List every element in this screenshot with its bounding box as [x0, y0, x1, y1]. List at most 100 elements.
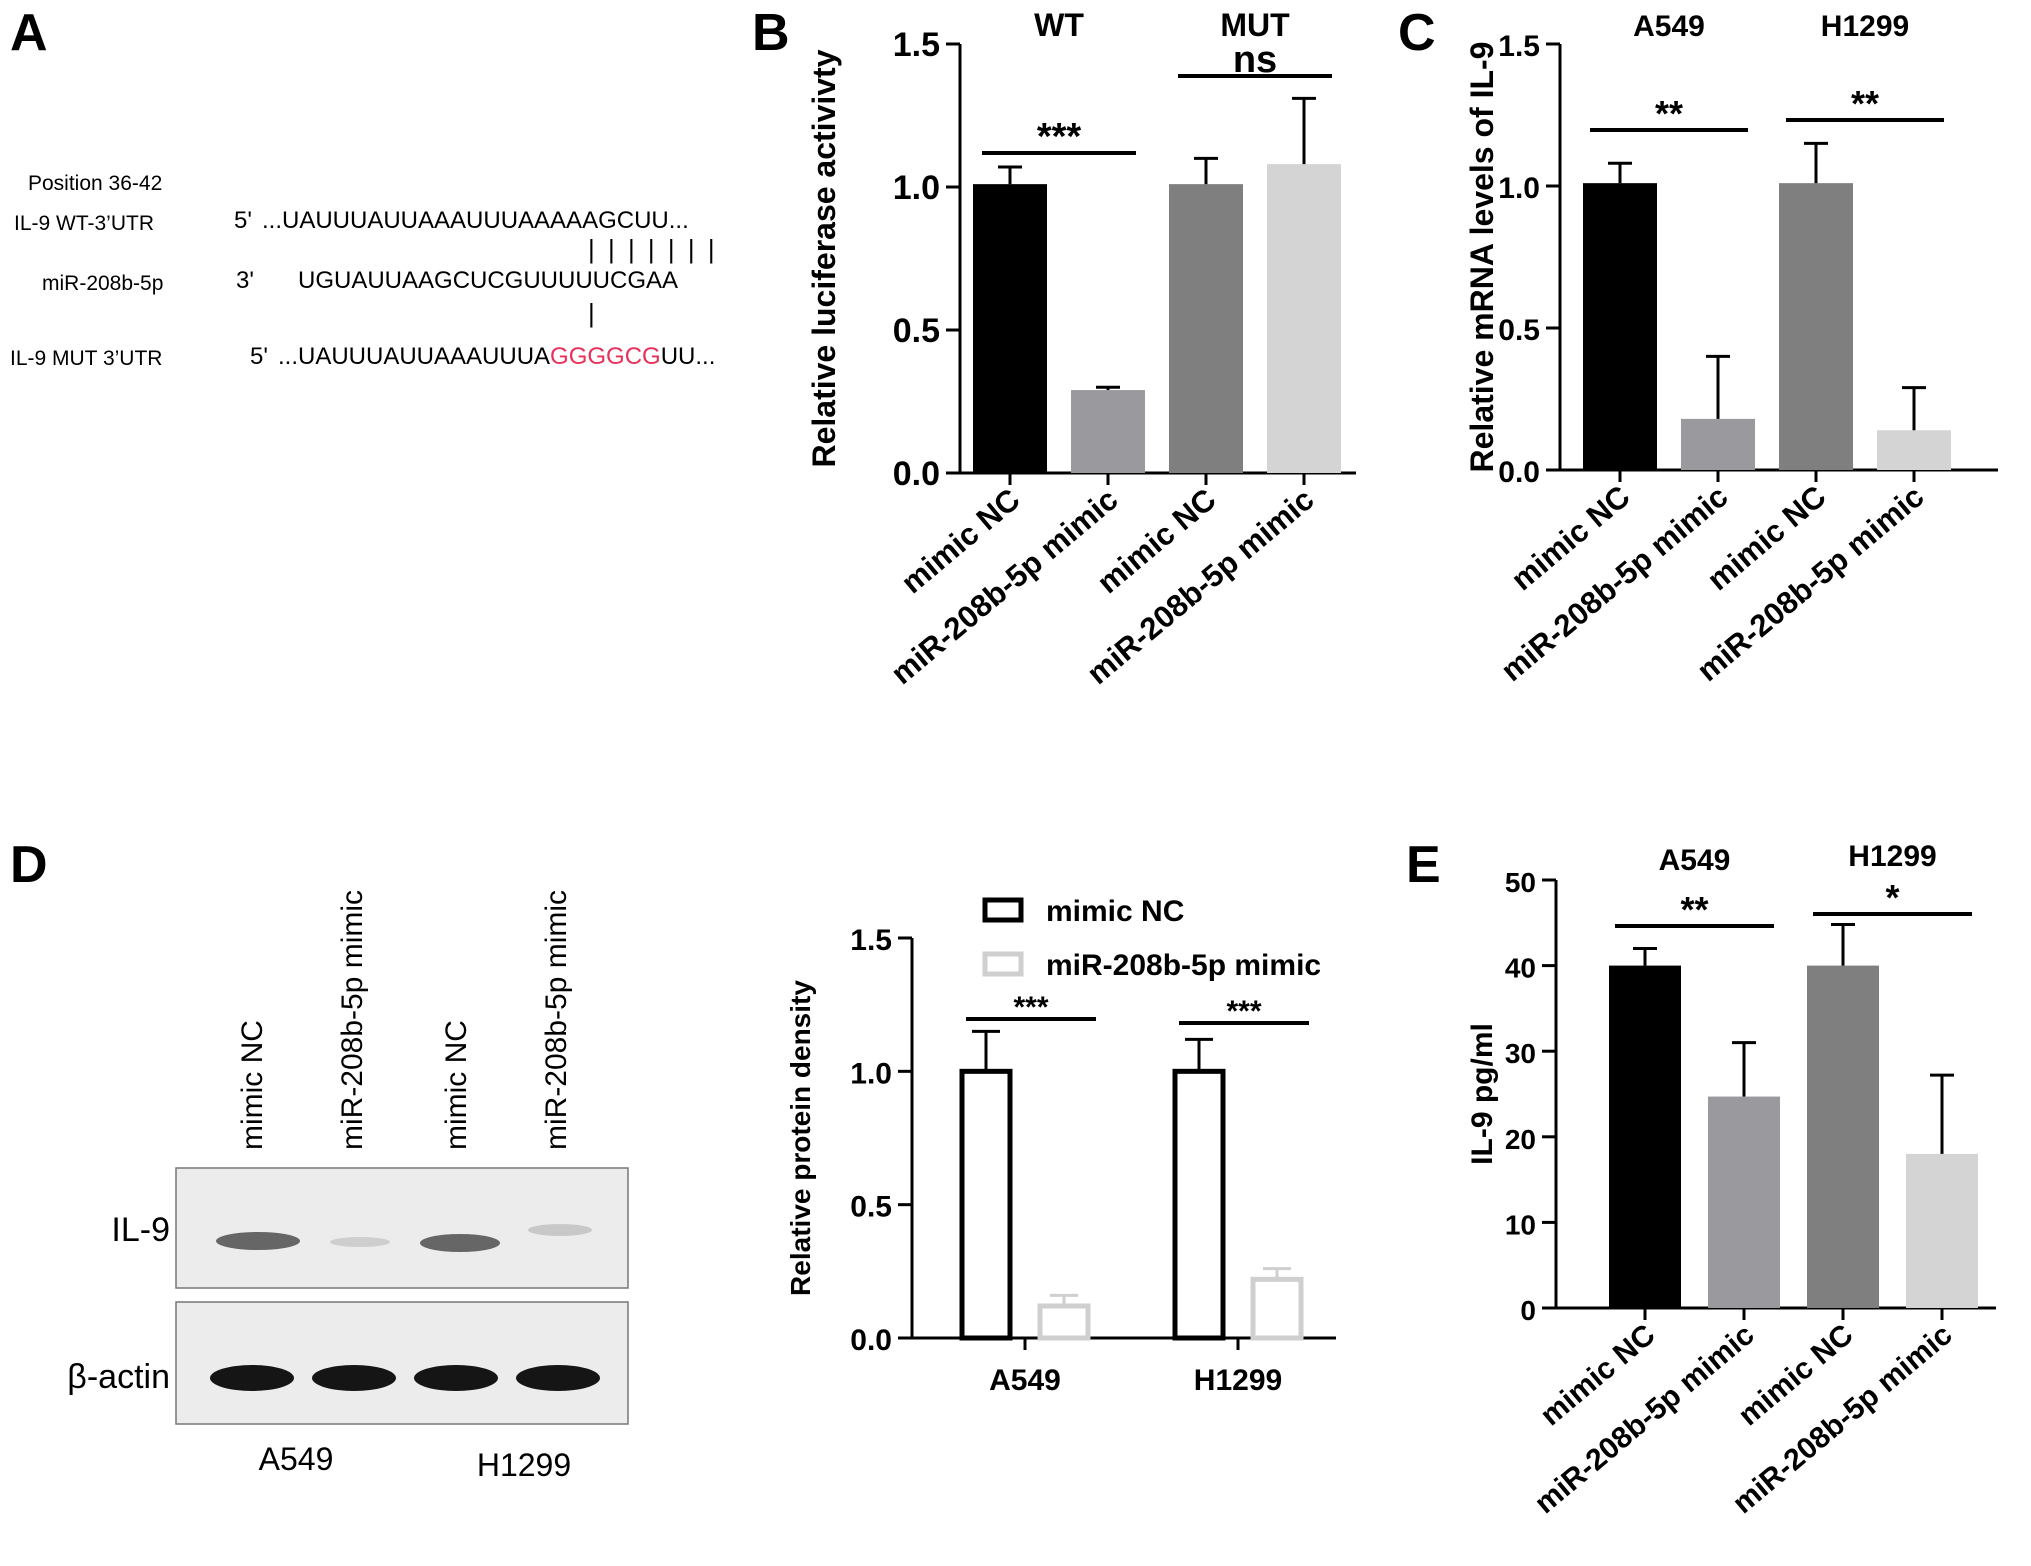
chart-luciferase: 0.0 0.5 1.0 1.5 Relative luciferase activivt…: [806, 7, 1356, 691]
y-tick-label: 0.5: [893, 312, 940, 350]
group-label: H1299: [1848, 840, 1936, 873]
y-tick-label: 0: [1520, 1295, 1536, 1326]
y-tick-label: 50: [1505, 867, 1536, 898]
wt-utr-label: IL-9 WT-3’UTR: [14, 212, 154, 235]
bar: [1037, 1303, 1091, 1341]
panel-label-a: A: [10, 4, 48, 62]
blot-lane-label-2: miR-208b-5p mimic: [336, 890, 369, 1150]
significance-label: ***: [1013, 991, 1048, 1024]
mut-seq-highlight: GGGGCG: [550, 343, 661, 370]
mut-utr-sequence: ...UAUUUAUUAAAUUUAGGGGCGUU...: [278, 343, 715, 370]
y-axis-label: Relative protein density: [785, 980, 816, 1296]
mut-seq-prefix: ...UAUUUAUUAAAUUUA: [278, 343, 550, 370]
position-label: Position 36-42: [28, 172, 162, 195]
y-tick-label: 1.0: [893, 169, 940, 207]
wt-pairing-marks: | | | | | | |: [588, 234, 718, 264]
actin-band-lane-2: [312, 1365, 396, 1391]
y-tick-label: 1.5: [850, 924, 892, 957]
panel-label-d: D: [10, 836, 48, 894]
chart-protein-density: 0.0 0.5 1.0 1.5 Relative protein density A549…: [785, 895, 1336, 1397]
significance-label: *: [1885, 877, 1899, 918]
significance-label: **: [1851, 83, 1879, 124]
y-axis-label: Relative mRNA levels of IL-9: [1464, 42, 1500, 473]
actin-band-lane-3: [414, 1365, 498, 1391]
mirna-label: miR-208b-5p: [42, 272, 163, 295]
bar: [1172, 1068, 1226, 1341]
y-tick-label: 0.5: [850, 1191, 892, 1224]
panel-label-e: E: [1406, 836, 1441, 894]
bar: [1877, 430, 1951, 470]
il9-band-lane-3: [420, 1234, 500, 1252]
mirna-end: 3': [236, 267, 254, 294]
y-tick-label: 20: [1505, 1124, 1536, 1155]
mut-utr-label: IL-9 MUT 3’UTR: [10, 347, 162, 370]
bar: [1807, 965, 1879, 1308]
legend-swatch: [982, 951, 1024, 977]
y-tick-label: 1.0: [1498, 172, 1540, 205]
bar: [1906, 1153, 1978, 1308]
x-tick-label: H1299: [1194, 1364, 1282, 1397]
bar: [1609, 965, 1681, 1308]
bar: [1267, 164, 1341, 473]
il9-band-lane-4: [528, 1224, 592, 1236]
mut-seq-suffix: UU...: [661, 343, 716, 370]
il9-band-lane-2: [330, 1237, 390, 1247]
significance-label: ns: [1233, 39, 1277, 81]
bar: [1708, 1096, 1780, 1308]
bar: [1250, 1276, 1304, 1341]
blot-lane-label-3: mimic NC: [440, 1020, 473, 1150]
actin-band-lane-4: [516, 1365, 600, 1391]
blot-row-actin: β-actin: [67, 1358, 170, 1396]
blot-cell-h1299: H1299: [477, 1447, 571, 1483]
legend-swatch: [982, 897, 1024, 923]
bar: [959, 1068, 1013, 1341]
mut-pairing-mark: |: [588, 298, 595, 328]
sequence-alignment: Position 36-42 IL-9 WT-3’UTR 5' ...UAUUU…: [10, 172, 718, 370]
wt-utr-end: 5': [234, 207, 252, 234]
significance-label: ***: [1226, 995, 1261, 1028]
y-tick-label: 1.0: [850, 1057, 892, 1090]
legend-label: miR-208b-5p mimic: [1046, 949, 1321, 982]
bar: [1169, 184, 1243, 473]
panel-label-c: C: [1398, 4, 1436, 62]
group-label: WT: [1034, 7, 1084, 43]
mut-utr-end: 5': [250, 343, 268, 370]
bar: [1071, 390, 1145, 473]
actin-band-lane-1: [210, 1365, 294, 1391]
wt-utr-sequence: ...UAUUUAUUAAAUUUAAAAAGCUU...: [262, 207, 689, 234]
significance-label: ***: [1037, 116, 1082, 158]
group-label: MUT: [1220, 7, 1290, 43]
significance-label: **: [1680, 889, 1708, 930]
mirna-sequence: UGUAUUAAGCUCGUUUUUCGAA: [298, 267, 678, 294]
y-axis-label: IL-9 pg/ml: [1466, 1023, 1499, 1165]
bar: [973, 184, 1047, 473]
y-tick-label: 0.0: [1498, 456, 1540, 489]
blot-cell-a549: A549: [259, 1441, 334, 1477]
bar: [1583, 183, 1657, 470]
western-blot: mimic NC miR-208b-5p mimic mimic NC miR-…: [67, 890, 629, 1483]
group-label: H1299: [1821, 10, 1909, 43]
il9-band-lane-1: [216, 1232, 300, 1250]
legend-label: mimic NC: [1046, 895, 1184, 928]
x-tick-label: A549: [989, 1364, 1061, 1397]
blot-il9-membrane: [175, 1167, 629, 1289]
y-tick-label: 1.5: [1498, 30, 1540, 63]
bar: [1681, 418, 1755, 470]
y-axis-label: Relative luciferase activivty: [806, 49, 842, 467]
y-tick-label: 0.5: [1498, 314, 1540, 347]
blot-lane-label-1: mimic NC: [236, 1020, 269, 1150]
significance-label: **: [1655, 93, 1683, 134]
y-tick-label: 0.0: [850, 1324, 892, 1357]
y-tick-label: 0.0: [893, 455, 940, 493]
y-tick-label: 1.5: [893, 26, 940, 64]
group-label: A549: [1633, 10, 1705, 43]
blot-row-il9: IL-9: [111, 1211, 170, 1249]
blot-actin-membrane: [175, 1301, 629, 1425]
bar: [1779, 183, 1853, 470]
group-label: A549: [1659, 844, 1731, 877]
y-tick-label: 40: [1505, 953, 1536, 984]
y-tick-label: 10: [1505, 1209, 1536, 1240]
